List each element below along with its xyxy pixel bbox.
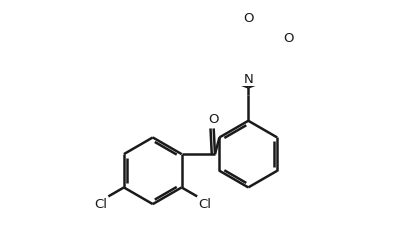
Text: O: O	[284, 32, 294, 45]
Text: Cl: Cl	[94, 198, 107, 211]
Text: O: O	[243, 12, 253, 25]
Text: N: N	[243, 73, 253, 86]
Text: O: O	[208, 113, 219, 126]
Text: Cl: Cl	[199, 198, 212, 211]
